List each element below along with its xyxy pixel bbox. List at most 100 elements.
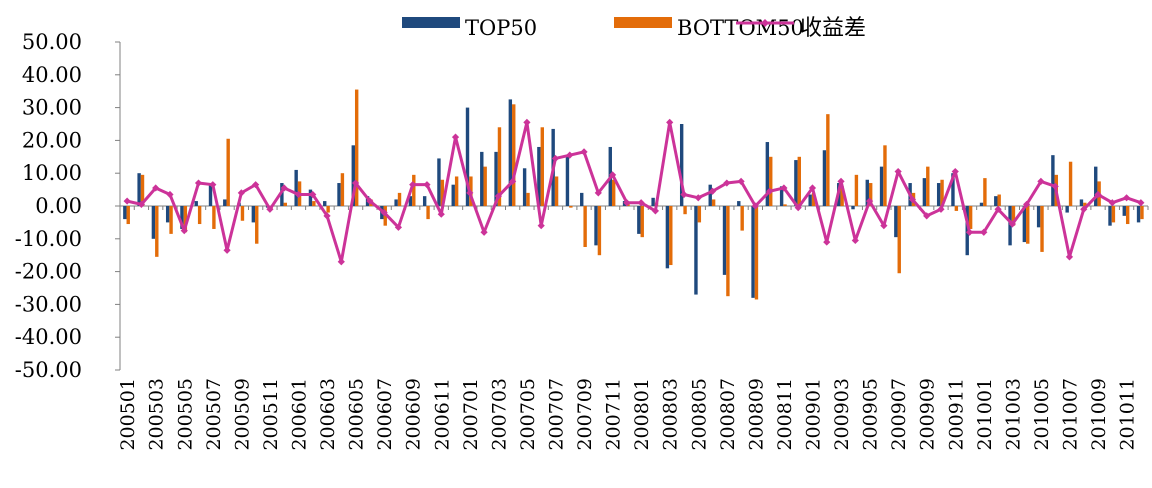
x-tick-label: 200601: [288, 378, 310, 451]
x-tick-label: 200811: [774, 378, 796, 451]
x-tick-label: 200705: [517, 378, 539, 451]
x-tick-label: 200603: [317, 378, 339, 451]
line-point: [1137, 199, 1145, 207]
bar-top50: [894, 206, 898, 238]
bar-bottom50: [697, 206, 702, 223]
line-point: [180, 227, 188, 235]
line-point: [951, 167, 959, 176]
line-point: [1080, 205, 1088, 213]
x-tick-label: 201009: [1088, 378, 1110, 451]
x-tick-label: 200509: [231, 378, 253, 451]
bar-bottom50: [412, 174, 416, 206]
line-point: [880, 222, 888, 230]
x-tick-label: 200507: [203, 378, 225, 451]
bar-bottom50: [512, 104, 516, 206]
bar-bottom50: [169, 206, 173, 234]
line-point: [751, 202, 759, 210]
bar-top50: [180, 206, 184, 229]
bar-top50: [351, 145, 355, 206]
bar-top50: [123, 206, 127, 220]
legend-label: 收益差: [800, 16, 866, 41]
bar-top50: [1122, 206, 1126, 216]
y-tick-label: -40.00: [15, 325, 82, 349]
line-point: [594, 189, 602, 197]
bar-bottom50: [569, 206, 573, 208]
bar-top50: [879, 166, 884, 206]
line-point: [137, 200, 146, 208]
line-point: [323, 212, 331, 220]
bar-top50: [708, 184, 712, 206]
legend-label: BOTTOM50: [677, 16, 804, 40]
bar-top50: [822, 150, 827, 206]
bar-bottom50: [640, 206, 644, 238]
bar-top50: [751, 206, 755, 298]
y-tick-label: -20.00: [15, 260, 82, 284]
legend-swatch-top50: [402, 17, 460, 28]
line-point: [509, 177, 517, 185]
line-point: [894, 167, 902, 176]
bar-bottom50: [1140, 206, 1144, 220]
line-point: [1023, 200, 1031, 208]
line-point: [994, 205, 1002, 213]
bar-bottom50: [240, 206, 245, 221]
bar-top50: [722, 206, 727, 275]
bar-bottom50: [197, 206, 202, 225]
y-tick-label: 10.00: [22, 161, 82, 185]
bar-bottom50: [155, 206, 159, 257]
x-tick-label: 200801: [631, 378, 653, 451]
bar-bottom50: [854, 174, 859, 206]
bar-bottom50: [940, 179, 944, 206]
line-point: [537, 222, 545, 230]
bar-bottom50: [1111, 206, 1116, 223]
bar-top50: [951, 173, 955, 206]
bar-bottom50: [1083, 202, 1087, 206]
x-tick-label: 201005: [1031, 378, 1053, 451]
bar-bottom50: [769, 156, 773, 206]
bar-top50: [665, 206, 670, 269]
bar-top50: [494, 151, 498, 206]
bar-bottom50: [669, 206, 673, 266]
line-point: [123, 197, 131, 205]
bar-top50: [637, 206, 641, 234]
x-tick-label: 200701: [460, 378, 482, 451]
bar-bottom50: [554, 176, 559, 206]
bar-top50: [208, 183, 213, 206]
line-point: [252, 181, 260, 189]
line-point: [637, 199, 645, 207]
line-point: [380, 208, 388, 217]
bar-top50: [808, 194, 812, 206]
line-point: [580, 148, 588, 156]
bar-top50: [1079, 199, 1084, 206]
bar-bottom50: [283, 202, 287, 206]
line-point: [1094, 190, 1102, 199]
bar-bottom50: [326, 206, 330, 213]
line-point: [494, 192, 502, 200]
line-point: [466, 189, 474, 197]
line-point: [1108, 199, 1116, 207]
bar-bottom50: [797, 156, 801, 206]
bar-bottom50: [811, 192, 816, 206]
bar-top50: [251, 206, 256, 223]
line-point: [237, 189, 245, 197]
x-tick-label: 200503: [146, 378, 168, 451]
bar-top50: [480, 151, 484, 206]
bar-top50: [408, 196, 413, 206]
line-point: [423, 181, 431, 189]
line-point: [451, 133, 460, 141]
line-point: [737, 177, 745, 185]
bar-top50: [323, 201, 327, 206]
bar-bottom50: [212, 206, 216, 229]
axes: 50.00 40.00 30.00 20.00 10.00 0.00 -10.00 -20.0…: [15, 30, 1149, 451]
x-tick-label: 200505: [174, 378, 196, 451]
line-series: [123, 118, 1145, 266]
line-point: [937, 205, 945, 213]
x-tick-label: 201011: [1117, 378, 1139, 451]
x-tick-label: 200803: [660, 378, 682, 451]
x-tick-label: 200609: [403, 378, 425, 451]
line-point: [837, 177, 845, 185]
y-tick-label: 0.00: [35, 194, 82, 218]
bar-top50: [437, 158, 441, 206]
bar-top50: [194, 201, 198, 206]
bar-top50: [137, 173, 141, 206]
